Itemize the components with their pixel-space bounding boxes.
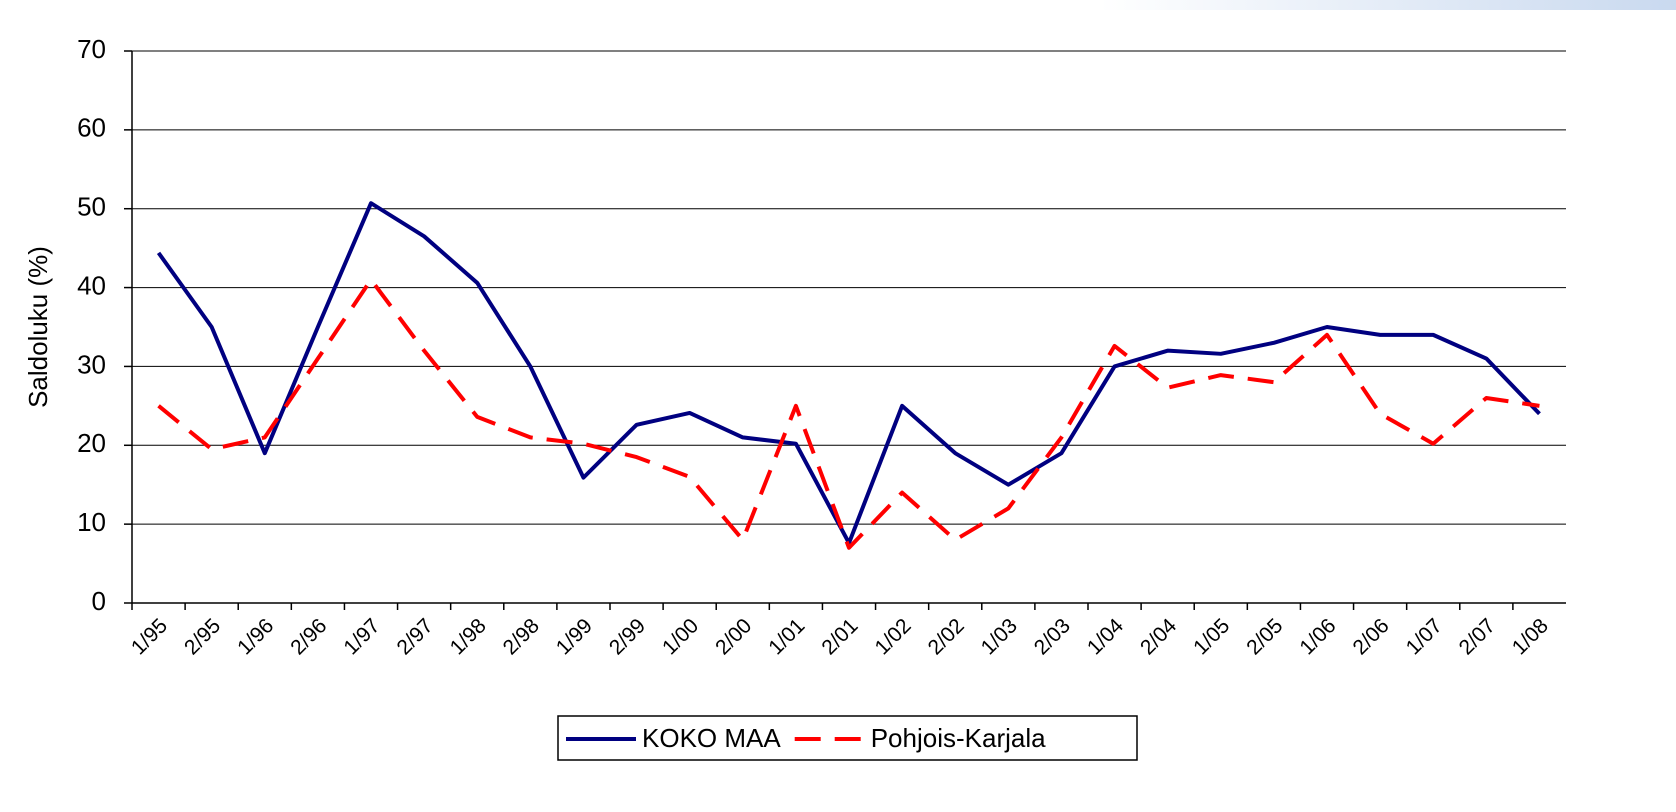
x-tick-label: 2/95 — [180, 614, 225, 659]
x-tick-label: 2/05 — [1242, 614, 1287, 659]
x-tick-label: 1/96 — [233, 614, 278, 659]
x-tick-label: 2/04 — [1136, 614, 1181, 659]
x-tick-label: 2/03 — [1030, 614, 1075, 659]
y-tick-label: 10 — [77, 507, 106, 537]
decoration — [1100, 0, 1676, 10]
x-tick-label: 1/07 — [1402, 614, 1447, 659]
x-tick-label: 1/03 — [977, 614, 1022, 659]
x-tick-label: 2/06 — [1348, 614, 1393, 659]
series-line — [156, 201, 1541, 546]
x-tick-label: 2/00 — [711, 614, 756, 659]
x-tick-label: 2/01 — [817, 614, 862, 659]
y-axis-label: Saldoluku (%) — [23, 246, 53, 408]
y-tick-label: 70 — [77, 34, 106, 64]
x-tick-label: 1/99 — [552, 614, 597, 659]
x-tick-label: 1/00 — [658, 614, 703, 659]
x-tick-label: 2/97 — [392, 614, 437, 659]
y-tick-label: 40 — [77, 270, 106, 300]
x-tick-label: 1/04 — [1083, 614, 1128, 659]
y-tick-label: 0 — [92, 586, 106, 616]
x-tick-label: 2/98 — [499, 614, 544, 659]
y-tick-label: 60 — [77, 113, 106, 143]
y-tick-label: 20 — [77, 428, 106, 458]
series-line — [157, 277, 1540, 550]
legend: KOKO MAA Pohjois-Karjala — [557, 715, 1138, 761]
legend-label: Pohjois-Karjala — [871, 723, 1046, 753]
legend-label: KOKO MAA — [642, 723, 781, 753]
x-tick-label: 1/97 — [339, 614, 384, 659]
x-tick-label: 1/06 — [1295, 614, 1340, 659]
x-tick-label: 2/02 — [924, 614, 969, 659]
x-tick-label: 1/05 — [1189, 614, 1234, 659]
x-tick-label: 1/01 — [764, 614, 809, 659]
y-tick-label: 30 — [77, 349, 106, 379]
x-tick-label: 2/96 — [286, 614, 331, 659]
x-tick-label: 2/99 — [605, 614, 650, 659]
y-tick-label: 50 — [77, 192, 106, 222]
x-tick-label: 1/95 — [127, 614, 172, 659]
x-tick-label: 1/08 — [1508, 614, 1553, 659]
x-tick-label: 1/02 — [870, 614, 915, 659]
x-tick-label: 1/98 — [446, 614, 491, 659]
x-tick-label: 2/07 — [1455, 614, 1500, 659]
